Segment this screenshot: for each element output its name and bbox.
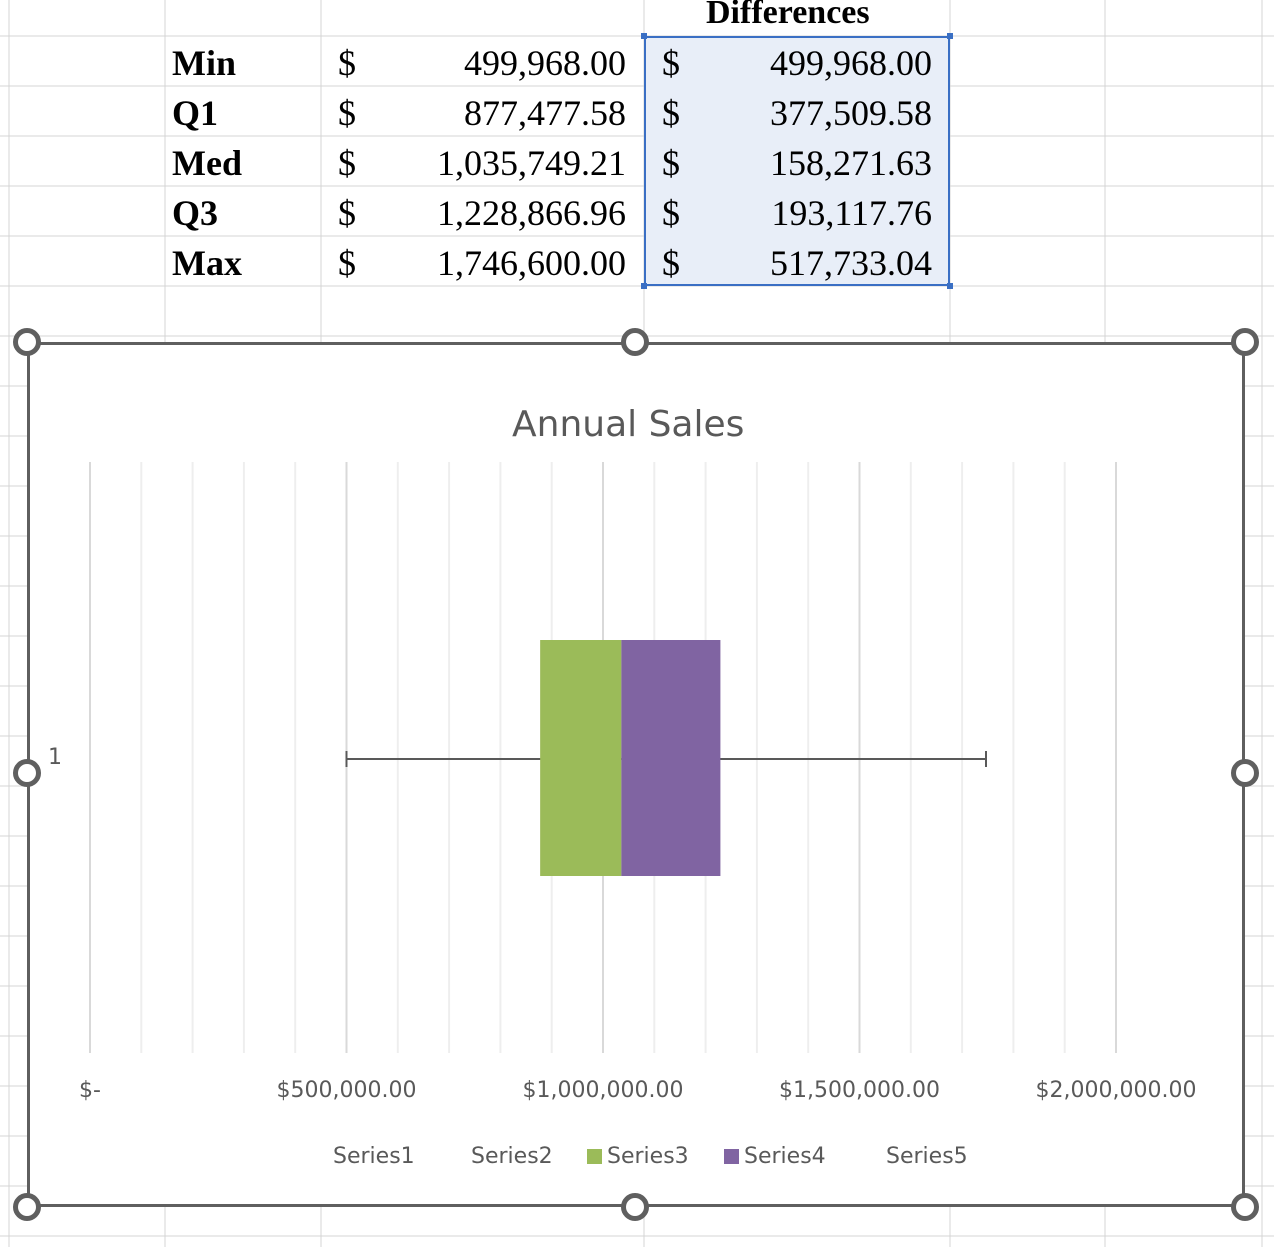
difference-cell[interactable]: 377,509.58	[770, 93, 932, 133]
row-label[interactable]: Med	[172, 143, 242, 183]
row-label[interactable]: Q3	[172, 193, 219, 233]
row-label[interactable]: Q1	[172, 93, 219, 133]
x-tick-label: $1,000,000.00	[522, 1078, 684, 1103]
column-header-differences[interactable]: Differences	[706, 0, 870, 31]
legend-item-series2[interactable]: Series2	[471, 1144, 553, 1169]
value-cell[interactable]: 499,968.00	[464, 43, 626, 83]
resize-handle-right[interactable]	[1231, 759, 1259, 787]
currency-symbol[interactable]: $	[338, 93, 356, 133]
resize-handle-bottom[interactable]	[621, 1193, 649, 1221]
value-cell[interactable]: 1,228,866.96	[437, 193, 626, 233]
legend-label: Series4	[744, 1144, 826, 1169]
legend-item-series4[interactable]: Series4	[724, 1144, 826, 1169]
currency-symbol[interactable]: $	[662, 93, 680, 133]
resize-handle-bottom-left[interactable]	[13, 1193, 41, 1221]
resize-handle-left[interactable]	[13, 759, 41, 787]
currency-symbol[interactable]: $	[338, 243, 356, 283]
y-tick-label: 1	[48, 745, 62, 770]
legend-item-series3[interactable]: Series3	[587, 1144, 689, 1169]
currency-symbol[interactable]: $	[338, 143, 356, 183]
value-cell[interactable]: 1,746,600.00	[437, 243, 626, 283]
value-cell[interactable]: 1,035,749.21	[437, 143, 626, 183]
selection-handle[interactable]	[641, 33, 647, 39]
difference-cell[interactable]: 517,733.04	[770, 243, 932, 283]
selection-handle[interactable]	[641, 283, 647, 289]
legend-swatch	[724, 1149, 739, 1164]
value-cell[interactable]: 877,477.58	[464, 93, 626, 133]
selection-handle[interactable]	[947, 283, 953, 289]
selection-handle[interactable]	[947, 33, 953, 39]
row-label[interactable]: Max	[172, 243, 242, 283]
resize-handle-top-left[interactable]	[13, 328, 41, 356]
legend-item-series5[interactable]: Series5	[886, 1144, 968, 1169]
legend-swatch	[587, 1149, 602, 1164]
row-label[interactable]: Min	[172, 43, 237, 83]
difference-cell[interactable]: 193,117.76	[771, 193, 932, 233]
legend-label: Series1	[333, 1144, 415, 1169]
legend-label: Series5	[886, 1144, 968, 1169]
selected-range[interactable]	[644, 36, 950, 286]
currency-symbol[interactable]: $	[662, 43, 680, 83]
x-tick-label: $1,500,000.00	[779, 1078, 940, 1103]
difference-cell[interactable]: 499,968.00	[770, 43, 932, 83]
resize-handle-bottom-right[interactable]	[1231, 1193, 1259, 1221]
difference-cell[interactable]: 158,271.63	[770, 143, 932, 183]
currency-symbol[interactable]: $	[338, 43, 356, 83]
resize-handle-top[interactable]	[621, 328, 649, 356]
currency-symbol[interactable]: $	[662, 193, 680, 233]
chart-title[interactable]: Annual Sales	[512, 404, 745, 445]
legend-label: Series2	[471, 1144, 553, 1169]
currency-symbol[interactable]: $	[662, 143, 680, 183]
x-tick-label: $2,000,000.00	[1035, 1078, 1197, 1103]
currency-symbol[interactable]: $	[662, 243, 680, 283]
resize-handle-top-right[interactable]	[1231, 328, 1259, 356]
x-tick-label: $500,000.00	[276, 1078, 417, 1103]
x-tick-label: $-	[79, 1078, 101, 1103]
legend-item-series1[interactable]: Series1	[333, 1144, 415, 1169]
currency-symbol[interactable]: $	[338, 193, 356, 233]
legend-label: Series3	[607, 1144, 689, 1169]
